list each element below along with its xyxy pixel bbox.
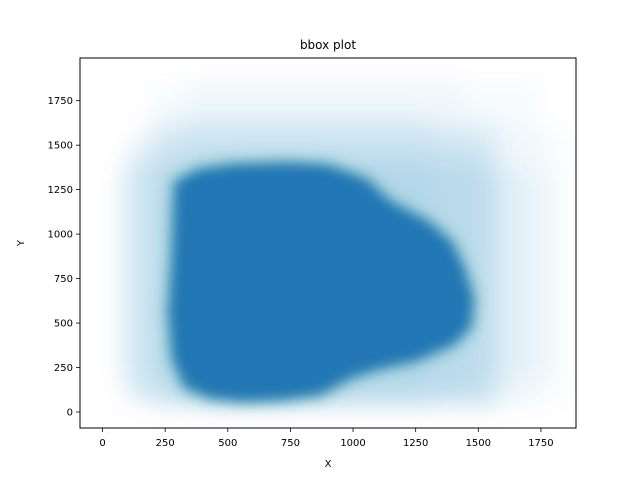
axes-frame [79,57,577,429]
y-tick-label: 1500 [48,141,73,152]
x-axis-ticks: 0 250 500 750 1000 1250 1500 1750 [99,428,554,449]
y-tick-label: 1000 [48,230,73,241]
y-tick-label: 1250 [48,185,73,196]
bbox-density-core [168,163,474,402]
bbox-density-core-layer [159,154,483,411]
x-tick-label: 250 [156,438,175,449]
x-tick-label: 1750 [528,438,553,449]
y-tick-label: 1750 [48,96,73,107]
y-tick-label: 0 [67,407,73,418]
x-axis-label: X [325,459,332,470]
y-tick-label: 250 [54,363,73,374]
y-axis-label: Y [16,239,27,247]
x-tick-label: 1250 [403,438,428,449]
chart-title: bbox plot [300,38,356,52]
plot-area [122,118,504,411]
y-tick-label: 500 [54,319,73,330]
x-tick-label: 750 [281,438,300,449]
y-tick-label: 750 [54,274,73,285]
x-tick-label: 0 [99,438,105,449]
x-tick-label: 1000 [340,438,365,449]
x-tick-label: 500 [218,438,237,449]
y-axis-ticks: 0 250 500 750 1000 1250 1500 1750 [48,96,80,418]
x-tick-label: 1500 [466,438,491,449]
